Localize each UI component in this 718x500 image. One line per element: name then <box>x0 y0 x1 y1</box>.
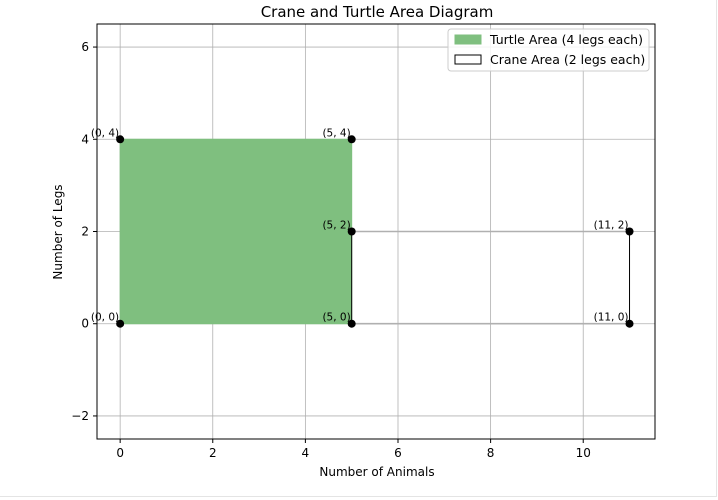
x-tick-label: 0 <box>116 446 124 460</box>
y-tick-label: 0 <box>81 317 89 331</box>
legend-swatch-turtle <box>454 34 482 45</box>
data-point <box>116 319 125 328</box>
point-label: (0, 4) <box>91 127 119 139</box>
turtle-area <box>119 138 353 325</box>
point-label: (11, 2) <box>594 220 629 232</box>
ticks: 0 2 4 6 8 10 −2 0 2 4 6 <box>71 40 591 460</box>
y-tick-label: 2 <box>81 225 89 239</box>
legend: Turtle Area (4 legs each) Crane Area (2 … <box>447 28 650 72</box>
data-point <box>347 135 356 144</box>
x-tick-label: 6 <box>394 446 402 460</box>
legend-label-turtle: Turtle Area (4 legs each) <box>489 32 643 47</box>
y-tick-label: −2 <box>71 409 89 423</box>
chart-title: Crane and Turtle Area Diagram <box>261 3 494 21</box>
y-tick-label: 6 <box>81 40 89 54</box>
x-tick-label: 2 <box>209 446 217 460</box>
point-label: (11, 0) <box>594 312 629 324</box>
data-point <box>347 227 356 236</box>
point-label: (5, 4) <box>322 127 350 139</box>
x-axis-label: Number of Animals <box>319 465 434 479</box>
points: (0, 0) (0, 4) (5, 4) (5, 2) (5, 0) (11, 2) (11… <box>91 127 634 328</box>
data-point <box>625 227 634 236</box>
x-tick-label: 8 <box>487 446 495 460</box>
y-axis-label: Number of Legs <box>51 184 65 279</box>
legend-label-crane: Crane Area (2 legs each) <box>490 52 645 67</box>
series <box>119 138 631 325</box>
point-label: (5, 0) <box>322 312 350 324</box>
point-label: (5, 2) <box>322 220 350 232</box>
legend-swatch-crane <box>454 54 482 65</box>
x-tick-label: 10 <box>576 446 591 460</box>
point-label: (0, 0) <box>91 312 119 324</box>
data-point <box>625 319 634 328</box>
x-tick-label: 4 <box>302 446 310 460</box>
data-point <box>116 135 125 144</box>
data-point <box>347 319 356 328</box>
legend-box <box>447 28 650 72</box>
y-tick-label: 4 <box>81 132 89 146</box>
